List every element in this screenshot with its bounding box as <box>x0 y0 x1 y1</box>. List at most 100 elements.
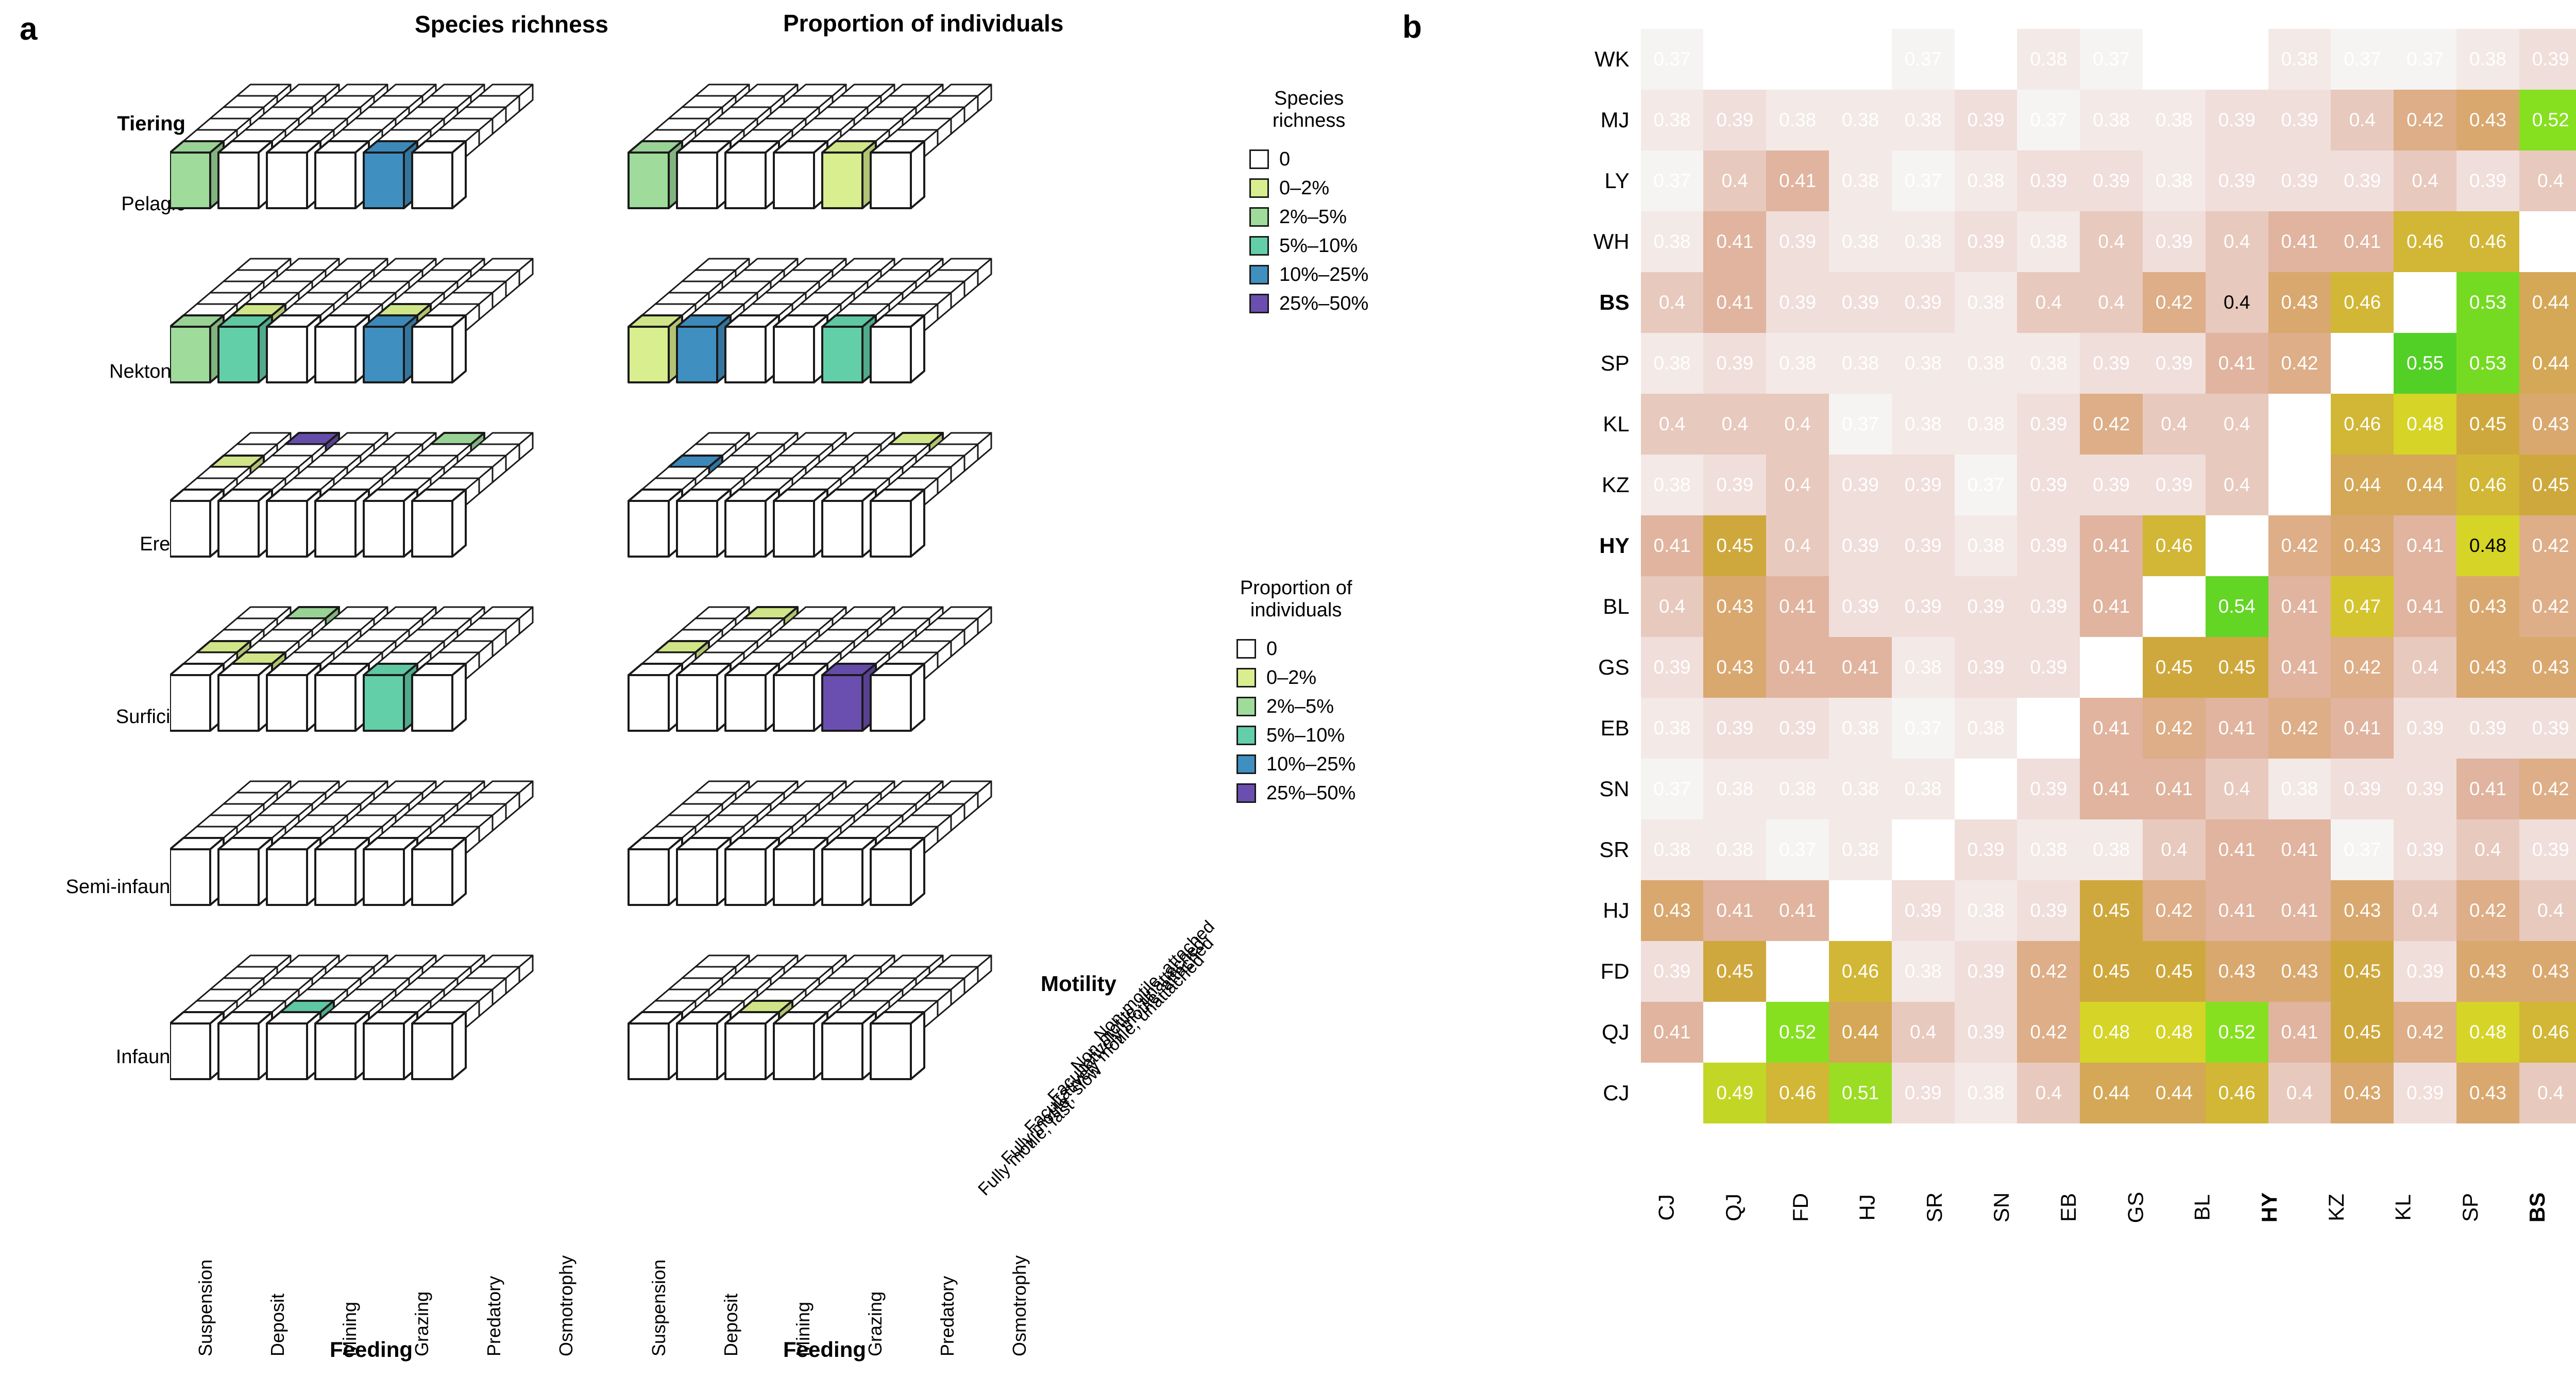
heatmap-cell[interactable]: 0.44 <box>2519 333 2576 394</box>
heatmap-cell[interactable]: 0.4 <box>2143 819 2206 880</box>
heatmap-cell[interactable]: 0.39 <box>1766 211 1829 272</box>
heatmap-cell[interactable]: 0.39 <box>2519 29 2576 90</box>
heatmap-cell[interactable]: 0.45 <box>2143 637 2206 698</box>
heatmap-cell[interactable]: 0.39 <box>2017 759 2080 819</box>
heatmap-cell[interactable]: 0.48 <box>2143 1002 2206 1063</box>
heatmap-cell[interactable]: 0.39 <box>1891 272 1955 333</box>
heatmap-cell[interactable]: 0.41 <box>2268 576 2331 637</box>
heatmap-cell[interactable]: 0.39 <box>1703 333 1767 394</box>
heatmap-cell[interactable] <box>1640 1063 1704 1123</box>
heatmap-cell[interactable]: 0.4 <box>1891 1002 1955 1063</box>
heatmap-cell[interactable]: 0.4 <box>2519 150 2576 211</box>
heatmap-cell[interactable]: 0.38 <box>1640 211 1704 272</box>
heatmap-cell[interactable]: 0.42 <box>2017 1002 2080 1063</box>
heatmap-cell[interactable]: 0.39 <box>1829 272 1892 333</box>
heatmap-cell[interactable]: 0.41 <box>1640 1002 1704 1063</box>
heatmap-cell[interactable]: 0.52 <box>1766 1002 1829 1063</box>
heatmap-cell[interactable]: 0.4 <box>2519 880 2576 941</box>
heatmap-cell[interactable] <box>1766 29 1829 90</box>
heatmap-cell[interactable]: 0.39 <box>2017 455 2080 515</box>
heatmap-cell[interactable]: 0.39 <box>2394 759 2456 819</box>
heatmap-cell[interactable]: 0.41 <box>1703 272 1767 333</box>
heatmap-cell[interactable]: 0.4 <box>2205 272 2268 333</box>
heatmap-cell[interactable]: 0.4 <box>1703 150 1767 211</box>
heatmap-cell[interactable]: 0.48 <box>2456 515 2519 576</box>
heatmap-cell[interactable]: 0.38 <box>1891 333 1955 394</box>
heatmap-cell[interactable]: 0.42 <box>2519 576 2576 637</box>
heatmap-cell[interactable]: 0.4 <box>2519 1063 2576 1123</box>
heatmap-cell[interactable]: 0.39 <box>2394 819 2456 880</box>
heatmap-cell[interactable]: 0.4 <box>2205 211 2268 272</box>
heatmap-cell[interactable]: 0.46 <box>2205 1063 2268 1123</box>
heatmap-cell[interactable]: 0.41 <box>2394 576 2456 637</box>
heatmap-cell[interactable] <box>1766 941 1829 1002</box>
heatmap-cell[interactable]: 0.4 <box>2080 272 2143 333</box>
heatmap-cell[interactable]: 0.39 <box>2017 150 2080 211</box>
heatmap-cell[interactable]: 0.38 <box>2268 29 2331 90</box>
heatmap-cell[interactable]: 0.45 <box>2080 941 2143 1002</box>
heatmap-cell[interactable]: 0.38 <box>1954 272 2018 333</box>
heatmap-cell[interactable] <box>2268 394 2331 455</box>
heatmap-cell[interactable]: 0.39 <box>1954 1002 2018 1063</box>
heatmap-cell[interactable]: 0.38 <box>1829 759 1892 819</box>
heatmap-cell[interactable]: 0.4 <box>1640 576 1704 637</box>
heatmap-cell[interactable]: 0.38 <box>1891 759 1955 819</box>
heatmap-cell[interactable]: 0.43 <box>2519 941 2576 1002</box>
heatmap-cell[interactable]: 0.4 <box>2205 394 2268 455</box>
heatmap-cell[interactable]: 0.51 <box>1829 1063 1892 1123</box>
heatmap-cell[interactable]: 0.43 <box>2205 941 2268 1002</box>
heatmap-cell[interactable]: 0.42 <box>2519 515 2576 576</box>
heatmap-cell[interactable]: 0.39 <box>1640 941 1704 1002</box>
heatmap-cell[interactable]: 0.46 <box>2456 211 2519 272</box>
heatmap-cell[interactable]: 0.43 <box>2268 272 2331 333</box>
heatmap-cell[interactable]: 0.39 <box>1829 515 1892 576</box>
heatmap-cell[interactable]: 0.42 <box>2143 880 2206 941</box>
heatmap-cell[interactable]: 0.38 <box>1640 333 1704 394</box>
heatmap-cell[interactable]: 0.38 <box>1891 637 1955 698</box>
heatmap-cell[interactable]: 0.38 <box>1891 941 1955 1002</box>
heatmap-cell[interactable] <box>1954 759 2018 819</box>
heatmap-cell[interactable]: 0.38 <box>1954 515 2018 576</box>
heatmap-cell[interactable]: 0.38 <box>2268 759 2331 819</box>
heatmap-cell[interactable]: 0.42 <box>2080 394 2143 455</box>
heatmap-cell[interactable]: 0.48 <box>2456 1002 2519 1063</box>
heatmap-cell[interactable]: 0.46 <box>1829 941 1892 1002</box>
heatmap-cell[interactable]: 0.4 <box>1766 455 1829 515</box>
heatmap-cell[interactable]: 0.39 <box>2456 150 2519 211</box>
heatmap-cell[interactable]: 0.48 <box>2080 1002 2143 1063</box>
heatmap-cell[interactable]: 0.38 <box>1954 1063 2018 1123</box>
heatmap-cell[interactable]: 0.39 <box>1766 272 1829 333</box>
heatmap-cell[interactable]: 0.41 <box>1766 880 1829 941</box>
heatmap-cell[interactable]: 0.43 <box>2331 880 2394 941</box>
heatmap-cell[interactable]: 0.44 <box>2394 455 2456 515</box>
heatmap-cell[interactable] <box>1703 1002 1767 1063</box>
heatmap-cell[interactable]: 0.42 <box>2268 333 2331 394</box>
heatmap-cell[interactable]: 0.41 <box>2331 698 2394 759</box>
heatmap-cell[interactable]: 0.42 <box>2456 880 2519 941</box>
heatmap-cell[interactable] <box>2519 211 2576 272</box>
heatmap-cell[interactable]: 0.45 <box>2331 941 2394 1002</box>
heatmap-cell[interactable]: 0.41 <box>2080 576 2143 637</box>
heatmap-cell[interactable]: 0.42 <box>2017 941 2080 1002</box>
heatmap-cell[interactable]: 0.38 <box>2080 819 2143 880</box>
heatmap-cell[interactable]: 0.46 <box>2331 272 2394 333</box>
heatmap-cell[interactable]: 0.44 <box>1829 1002 1892 1063</box>
heatmap-cell[interactable]: 0.39 <box>2519 819 2576 880</box>
heatmap-cell[interactable]: 0.41 <box>2205 819 2268 880</box>
heatmap-cell[interactable]: 0.4 <box>2017 272 2080 333</box>
heatmap-cell[interactable]: 0.44 <box>2519 272 2576 333</box>
heatmap-cell[interactable]: 0.37 <box>1954 455 2018 515</box>
heatmap-cell[interactable]: 0.38 <box>1640 90 1704 150</box>
heatmap-cell[interactable]: 0.37 <box>1891 29 1955 90</box>
heatmap-cell[interactable]: 0.43 <box>2456 637 2519 698</box>
heatmap-cell[interactable]: 0.37 <box>1891 150 1955 211</box>
heatmap-cell[interactable]: 0.41 <box>2268 1002 2331 1063</box>
heatmap-cell[interactable]: 0.43 <box>2331 515 2394 576</box>
heatmap-cell[interactable]: 0.39 <box>2017 637 2080 698</box>
heatmap-cell[interactable] <box>2017 698 2080 759</box>
heatmap-cell[interactable]: 0.39 <box>2331 759 2394 819</box>
heatmap-cell[interactable]: 0.4 <box>2394 150 2456 211</box>
heatmap-cell[interactable]: 0.41 <box>2268 819 2331 880</box>
heatmap-cell[interactable]: 0.52 <box>2519 90 2576 150</box>
heatmap-cell[interactable]: 0.37 <box>1640 150 1704 211</box>
